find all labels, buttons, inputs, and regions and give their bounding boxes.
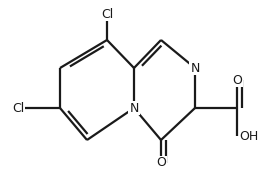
Text: OH: OH: [240, 130, 259, 142]
Text: N: N: [129, 101, 139, 115]
Text: Cl: Cl: [101, 7, 113, 21]
Text: N: N: [190, 61, 200, 75]
Text: O: O: [232, 73, 242, 87]
Text: O: O: [156, 156, 166, 170]
Text: Cl: Cl: [12, 101, 24, 115]
